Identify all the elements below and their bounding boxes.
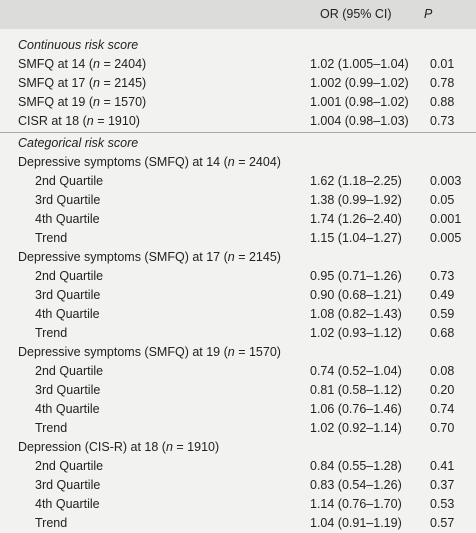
row-label: 4th Quartile xyxy=(35,307,100,321)
table-row: 2nd Quartile 1.62 (1.18–2.25) 0.003 xyxy=(0,172,476,191)
row-label: 3rd Quartile xyxy=(35,383,101,397)
row-or: 1.74 (1.26–2.40) xyxy=(310,212,402,226)
row-label: 3rd Quartile xyxy=(35,288,101,302)
row-label: 3rd Quartile xyxy=(35,478,101,492)
row-or: 0.83 (0.54–1.26) xyxy=(310,478,402,492)
table-row: 3rd Quartile 0.81 (0.58–1.12) 0.20 xyxy=(0,381,476,400)
row-p: 0.73 xyxy=(430,114,455,128)
row-p: 0.53 xyxy=(430,497,455,511)
row-p: 0.49 xyxy=(430,288,455,302)
table-row: Trend 1.02 (0.93–1.12) 0.68 xyxy=(0,324,476,343)
row-or: 1.06 (0.76–1.46) xyxy=(310,402,402,416)
row-p: 0.37 xyxy=(430,478,455,492)
row-p: 0.73 xyxy=(430,269,455,283)
section-divider xyxy=(0,132,476,133)
table-row: 4th Quartile 1.08 (0.82–1.43) 0.59 xyxy=(0,305,476,324)
group-heading: Depressive symptoms (SMFQ) at 19 (n = 15… xyxy=(18,345,281,359)
table-row: Trend 1.02 (0.92–1.14) 0.70 xyxy=(0,419,476,438)
table-header: OR (95% CI) P xyxy=(0,0,476,29)
row-p: 0.05 xyxy=(430,193,455,207)
row-p: 0.001 xyxy=(430,212,462,226)
row-or: 1.62 (1.18–2.25) xyxy=(310,174,402,188)
row-p: 0.01 xyxy=(430,57,455,71)
row-or: 0.90 (0.68–1.21) xyxy=(310,288,402,302)
row-p: 0.78 xyxy=(430,76,455,90)
group-heading: Depressive symptoms (SMFQ) at 14 (n = 24… xyxy=(18,155,281,169)
table-row: SMFQ at 19 (n = 1570) 1.001 (0.98–1.02) … xyxy=(0,93,476,112)
row-p: 0.70 xyxy=(430,421,455,435)
row-label: SMFQ at 19 (n = 1570) xyxy=(18,95,147,109)
table-row: SMFQ at 14 (n = 2404) 1.02 (1.005–1.04) … xyxy=(0,55,476,74)
table-row: Trend 1.04 (0.91–1.19) 0.57 xyxy=(0,514,476,533)
row-label: 4th Quartile xyxy=(35,402,100,416)
table-row: 3rd Quartile 0.83 (0.54–1.26) 0.37 xyxy=(0,476,476,495)
table-row: 4th Quartile 1.14 (0.76–1.70) 0.53 xyxy=(0,495,476,514)
header-or-label: OR (95% CI) xyxy=(320,7,392,21)
row-p: 0.005 xyxy=(430,231,462,245)
row-or: 1.38 (0.99–1.92) xyxy=(310,193,402,207)
row-label: CISR at 18 (n = 1910) xyxy=(18,114,140,128)
row-p: 0.88 xyxy=(430,95,455,109)
row-or: 0.81 (0.58–1.12) xyxy=(310,383,402,397)
row-p: 0.68 xyxy=(430,326,455,340)
table-row: 4th Quartile 1.06 (0.76–1.46) 0.74 xyxy=(0,400,476,419)
table-row: SMFQ at 17 (n = 2145) 1.002 (0.99–1.02) … xyxy=(0,74,476,93)
row-p: 0.41 xyxy=(430,459,455,473)
row-label: 2nd Quartile xyxy=(35,459,104,473)
row-label: 4th Quartile xyxy=(35,497,100,511)
row-p: 0.57 xyxy=(430,516,455,530)
row-label: 2nd Quartile xyxy=(35,269,104,283)
row-or: 1.02 (1.005–1.04) xyxy=(310,57,409,71)
row-label: SMFQ at 17 (n = 2145) xyxy=(18,76,147,90)
row-label: 2nd Quartile xyxy=(35,174,104,188)
group-heading: Depression (CIS-R) at 18 (n = 1910) xyxy=(18,440,220,454)
row-p: 0.20 xyxy=(430,383,455,397)
row-or: 1.001 (0.98–1.02) xyxy=(310,95,409,109)
table-row: 2nd Quartile 0.84 (0.55–1.28) 0.41 xyxy=(0,457,476,476)
table-row: Trend 1.15 (1.04–1.27) 0.005 xyxy=(0,229,476,248)
table-row: 2nd Quartile 0.74 (0.52–1.04) 0.08 xyxy=(0,362,476,381)
group-heading: Depressive symptoms (SMFQ) at 17 (n = 21… xyxy=(18,250,281,264)
row-p: 0.74 xyxy=(430,402,455,416)
row-label: Trend xyxy=(35,231,68,245)
row-or: 1.15 (1.04–1.27) xyxy=(310,231,402,245)
row-or: 1.14 (0.76–1.70) xyxy=(310,497,402,511)
row-label: Trend xyxy=(35,421,68,435)
row-or: 1.004 (0.98–1.03) xyxy=(310,114,409,128)
table-row: 2nd Quartile 0.95 (0.71–1.26) 0.73 xyxy=(0,267,476,286)
section-title-continuous: Continuous risk score xyxy=(18,38,139,52)
row-p: 0.59 xyxy=(430,307,455,321)
row-or: 1.02 (0.93–1.12) xyxy=(310,326,402,340)
section-title-categorical: Categorical risk score xyxy=(18,136,139,150)
row-or: 1.04 (0.91–1.19) xyxy=(310,516,402,530)
row-or: 0.84 (0.55–1.28) xyxy=(310,459,402,473)
header-p-label: P xyxy=(424,7,433,21)
row-label: Trend xyxy=(35,326,68,340)
row-p: 0.08 xyxy=(430,364,455,378)
table-row: 3rd Quartile 1.38 (0.99–1.92) 0.05 xyxy=(0,191,476,210)
table-row: CISR at 18 (n = 1910) 1.004 (0.98–1.03) … xyxy=(0,112,476,131)
row-label: 4th Quartile xyxy=(35,212,100,226)
row-or: 0.95 (0.71–1.26) xyxy=(310,269,402,283)
table-row: 3rd Quartile 0.90 (0.68–1.21) 0.49 xyxy=(0,286,476,305)
row-or: 0.74 (0.52–1.04) xyxy=(310,364,402,378)
table-row: 4th Quartile 1.74 (1.26–2.40) 0.001 xyxy=(0,210,476,229)
row-p: 0.003 xyxy=(430,174,462,188)
row-or: 1.08 (0.82–1.43) xyxy=(310,307,402,321)
row-label: Trend xyxy=(35,516,68,530)
row-label: 2nd Quartile xyxy=(35,364,104,378)
row-or: 1.002 (0.99–1.02) xyxy=(310,76,409,90)
row-or: 1.02 (0.92–1.14) xyxy=(310,421,402,435)
row-label: SMFQ at 14 (n = 2404) xyxy=(18,57,147,71)
row-label: 3rd Quartile xyxy=(35,193,101,207)
